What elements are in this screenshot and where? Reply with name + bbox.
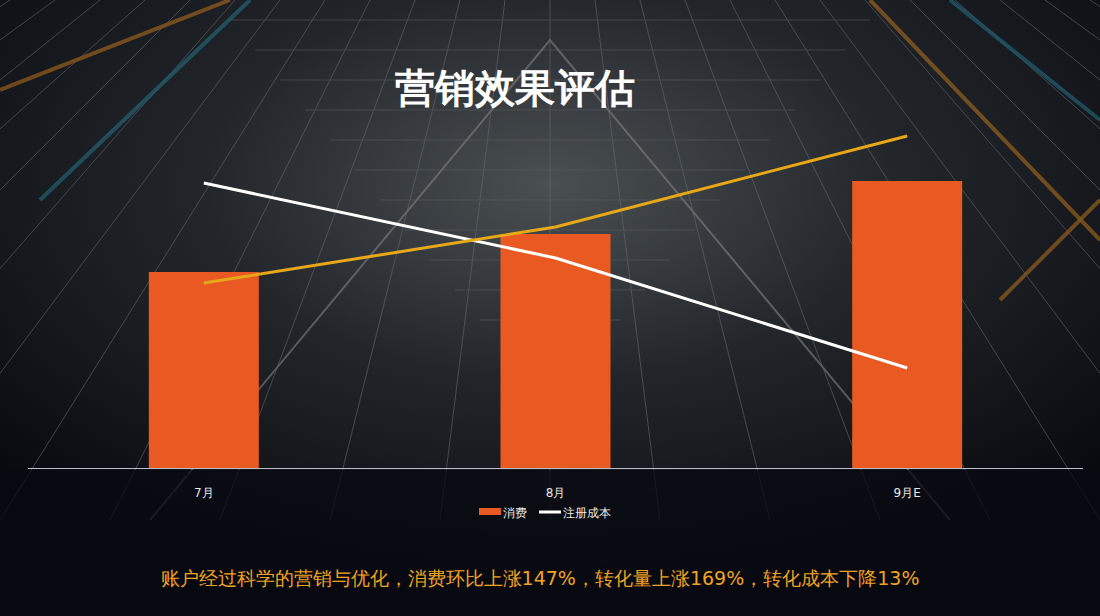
- pattern-line: [0, 0, 145, 520]
- bar: [852, 181, 962, 468]
- pattern-line: [355, 170, 745, 171]
- pattern-line: [1045, 0, 1100, 520]
- pattern-line: [685, 0, 880, 520]
- pattern-streak: [950, 0, 1100, 120]
- x-tick-label: 8月: [546, 486, 566, 500]
- legend-swatch: [479, 508, 501, 515]
- pattern-line: [150, 40, 950, 520]
- background: [0, 0, 1100, 616]
- legend-item: 注册成本: [539, 506, 611, 520]
- background-pattern: [0, 0, 1100, 520]
- x-axis: [28, 468, 1083, 469]
- pattern-line: [330, 140, 770, 141]
- legend-swatch: [539, 511, 561, 514]
- title: 营销效果评估: [395, 65, 635, 111]
- pattern-line: [110, 0, 370, 520]
- pattern-line: [730, 0, 990, 520]
- legend-item: 消费: [479, 506, 527, 520]
- line: [204, 183, 907, 368]
- pattern-streak: [1000, 200, 1100, 300]
- legend-label: 注册成本: [563, 506, 611, 520]
- pattern-line: [0, 0, 325, 520]
- pattern-line: [820, 0, 1100, 520]
- pattern-line: [380, 200, 720, 201]
- pattern-line: [0, 0, 280, 520]
- pattern-streak: [0, 0, 230, 90]
- pattern-line: [255, 50, 845, 51]
- legend-label: 消费: [503, 506, 527, 520]
- bar: [149, 272, 259, 468]
- plot-area: [149, 136, 962, 468]
- legend: 消费 注册成本: [479, 506, 611, 520]
- pattern-line: [1090, 0, 1100, 520]
- background-band: [0, 470, 1100, 616]
- annotation: 账户经过科学的营销与优化，消费环比上涨147%，转化量上涨169%，转化成本下降…: [161, 567, 920, 589]
- x-tick-label: 9月E: [894, 486, 921, 500]
- pattern-line: [405, 230, 695, 231]
- pattern-line: [230, 20, 870, 21]
- pattern-line: [0, 0, 10, 520]
- pattern-line: [775, 0, 1100, 520]
- pattern-streak: [40, 0, 250, 200]
- pattern-line: [955, 0, 1100, 520]
- line: [204, 136, 907, 283]
- x-tick-label: 7月: [194, 486, 214, 500]
